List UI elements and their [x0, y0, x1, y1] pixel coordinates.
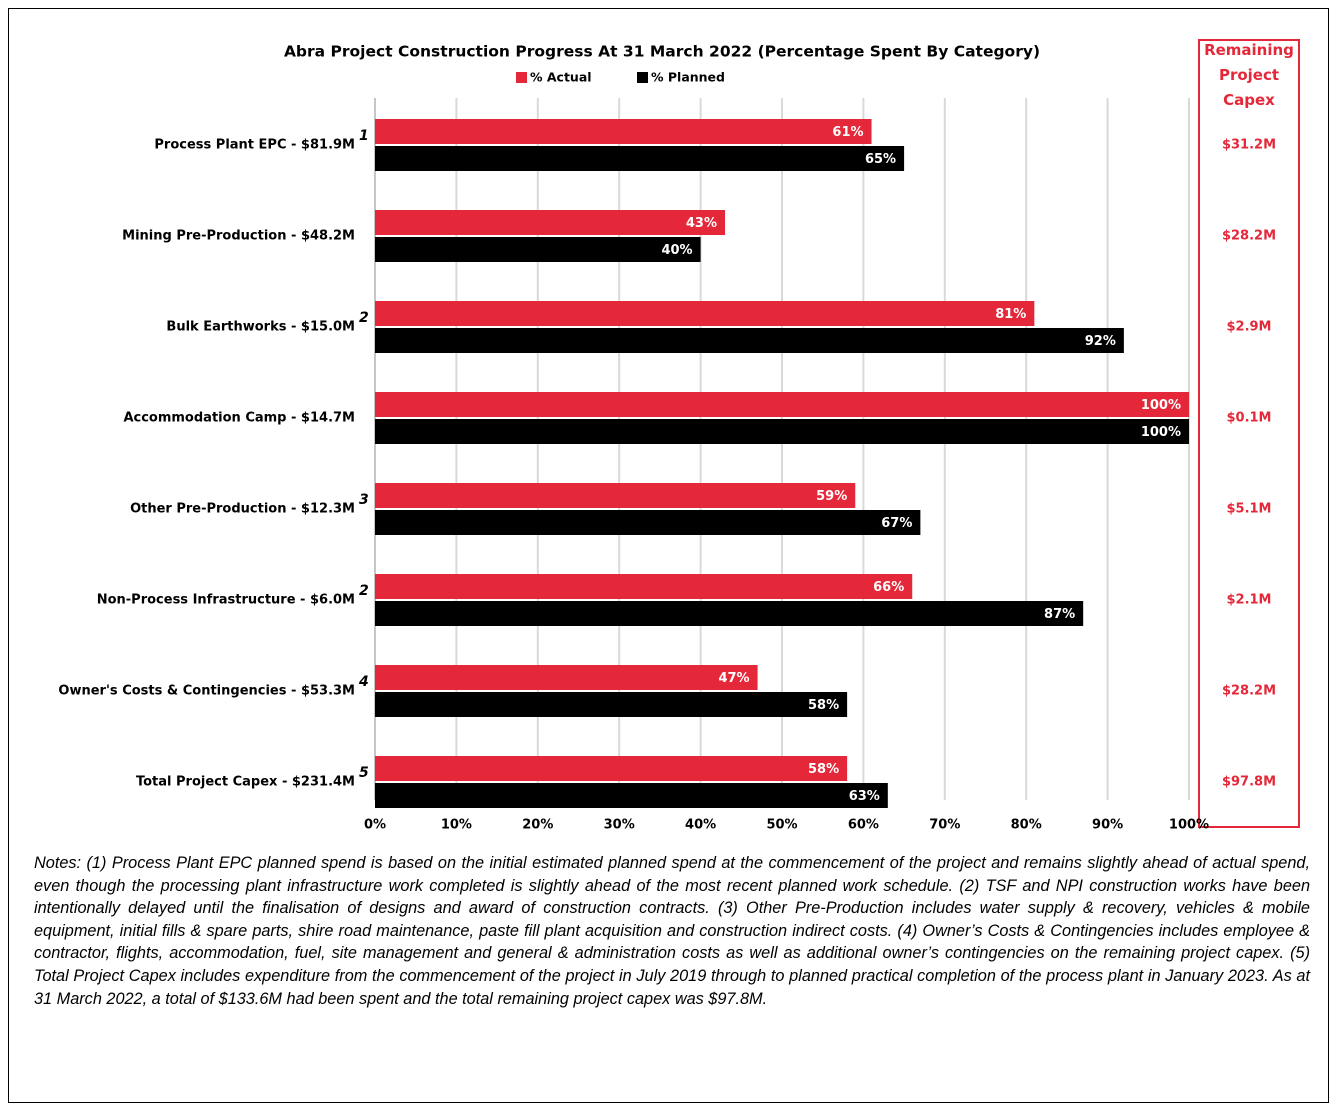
category-note: 4 — [358, 674, 369, 690]
bar — [375, 119, 872, 144]
category-label: Process Plant EPC - $81.9M — [154, 138, 355, 153]
remaining-capex: $28.2M — [1222, 684, 1276, 699]
bar — [375, 210, 726, 235]
value-label: 67% — [881, 516, 912, 531]
remaining-capex: $97.8M — [1222, 775, 1276, 790]
remaining-capex: $2.1M — [1226, 593, 1271, 608]
value-label: 40% — [661, 243, 692, 258]
x-tick-label: 60% — [848, 818, 879, 833]
value-label: 61% — [832, 125, 863, 140]
value-label: 81% — [995, 307, 1026, 322]
remaining-capex: $2.9M — [1226, 320, 1271, 335]
value-label: 100% — [1141, 425, 1181, 440]
category-note: 2 — [359, 583, 369, 599]
remaining-capex: $5.1M — [1226, 502, 1271, 517]
category-note: 3 — [359, 492, 369, 508]
category-label: Bulk Earthworks - $15.0M — [166, 320, 355, 335]
legend-label: % Actual — [530, 70, 592, 85]
value-label: 58% — [808, 698, 839, 713]
legend-label: % Planned — [651, 70, 725, 85]
legend-swatch — [637, 72, 648, 83]
category-note: 1 — [359, 128, 369, 144]
bar — [375, 692, 848, 717]
value-label: 92% — [1085, 334, 1116, 349]
legend-swatch — [516, 72, 527, 83]
frame — [8, 8, 1329, 1103]
bar — [375, 483, 856, 508]
category-label: Mining Pre-Production - $48.2M — [122, 229, 355, 244]
category-label: Other Pre-Production - $12.3M — [130, 502, 355, 517]
category-label: Non-Process Infrastructure - $6.0M — [97, 593, 355, 608]
category-label: Total Project Capex - $231.4M — [136, 775, 355, 790]
x-tick-label: 20% — [522, 818, 553, 833]
x-tick-label: 50% — [766, 818, 797, 833]
remaining-capex: $31.2M — [1222, 138, 1276, 153]
bar — [375, 392, 1189, 417]
chart-title: Abra Project Construction Progress At 31… — [284, 43, 1040, 61]
bar — [375, 328, 1124, 353]
x-tick-label: 70% — [929, 818, 960, 833]
x-tick-label: 10% — [441, 818, 472, 833]
category-label: Accommodation Camp - $14.7M — [123, 411, 355, 426]
x-tick-label: 40% — [685, 818, 716, 833]
x-tick-label: 100% — [1169, 818, 1209, 833]
category-label: Owner's Costs & Contingencies - $53.3M — [58, 684, 355, 699]
bar — [375, 783, 888, 808]
value-label: 47% — [718, 671, 749, 686]
remaining-capex: $28.2M — [1222, 229, 1276, 244]
bar — [375, 419, 1189, 444]
bar — [375, 301, 1035, 326]
bar — [375, 237, 701, 262]
category-note: 5 — [359, 765, 369, 781]
value-label: 100% — [1141, 398, 1181, 413]
bar — [375, 601, 1084, 626]
remaining-box — [1198, 39, 1300, 828]
x-tick-label: 90% — [1092, 818, 1123, 833]
value-label: 87% — [1044, 607, 1075, 622]
remaining-capex: $0.1M — [1226, 411, 1271, 426]
value-label: 65% — [865, 152, 896, 167]
bar — [375, 756, 848, 781]
category-note: 2 — [359, 310, 369, 326]
value-label: 66% — [873, 580, 904, 595]
bar — [375, 510, 921, 535]
value-label: 59% — [816, 489, 847, 504]
x-tick-label: 0% — [364, 818, 386, 833]
value-label: 43% — [686, 216, 717, 231]
x-tick-label: 80% — [1011, 818, 1042, 833]
bar — [375, 146, 905, 171]
value-label: 58% — [808, 762, 839, 777]
bar — [375, 574, 913, 599]
remaining-title: Remaining Project Capex — [1204, 41, 1294, 109]
x-tick-label: 30% — [604, 818, 635, 833]
value-label: 63% — [849, 789, 880, 804]
notes: Notes: (1) Process Plant EPC planned spe… — [34, 854, 1310, 1008]
bar — [375, 665, 758, 690]
